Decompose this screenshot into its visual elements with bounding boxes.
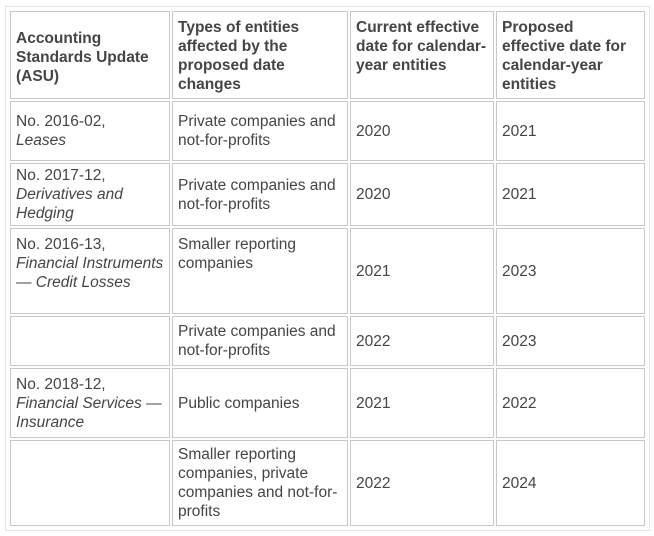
asu-name: Financial Services — Insurance: [16, 394, 162, 431]
table-row: Private companies and not-for-profits 202…: [10, 316, 645, 366]
header-current-date: Current effective date for calendar-year…: [350, 11, 494, 99]
cell-asu: No. 2016-13, Financial Instruments — Cred…: [10, 228, 170, 314]
header-row: Accounting Standards Update (ASU) Types …: [10, 11, 645, 99]
header-asu: Accounting Standards Update (ASU): [10, 11, 170, 99]
cell-entities: Private companies and not-for-profits: [172, 316, 348, 366]
cell-asu: [10, 440, 170, 526]
cell-entities: Smaller reporting companies: [172, 228, 348, 314]
asu-number: No. 2016-13,: [16, 236, 106, 253]
asu-table-container: Accounting Standards Update (ASU) Types …: [5, 6, 650, 531]
cell-proposed-date: 2021: [496, 101, 645, 161]
table-row: No. 2017-12, Derivatives and Hedging Priva…: [10, 163, 645, 226]
table-row: No. 2016-02, Leases Private companies and …: [10, 101, 645, 161]
asu-name: Financial Instruments — Credit Losses: [16, 255, 164, 291]
table-row: No. 2016-13, Financial Instruments — Cred…: [10, 228, 645, 314]
cell-entities: Public companies: [172, 368, 348, 438]
cell-proposed-date: 2023: [496, 316, 645, 366]
cell-asu: No. 2017-12, Derivatives and Hedging: [10, 163, 170, 226]
cell-entities: Private companies and not-for-profits: [172, 101, 348, 161]
header-proposed-date: Proposed effective date for calendar-yea…: [496, 11, 645, 99]
cell-current-date: 2021: [350, 228, 494, 314]
asu-effective-dates-table: Accounting Standards Update (ASU) Types …: [8, 9, 647, 528]
cell-asu: No. 2018-12, Financial Services — Insuran…: [10, 368, 170, 438]
header-entities: Types of entities affected by the propos…: [172, 11, 348, 99]
asu-name: Derivatives and Hedging: [16, 186, 123, 222]
cell-entities: Smaller reporting companies, private com…: [172, 440, 348, 526]
asu-number: No. 2017-12,: [16, 167, 106, 184]
cell-proposed-date: 2021: [496, 163, 645, 226]
table-row: No. 2018-12, Financial Services — Insuran…: [10, 368, 645, 438]
asu-number: No. 2016-02,: [16, 113, 106, 130]
cell-current-date: 2020: [350, 163, 494, 226]
cell-current-date: 2021: [350, 368, 494, 438]
table-row: Smaller reporting companies, private com…: [10, 440, 645, 526]
cell-current-date: 2022: [350, 316, 494, 366]
asu-number: No. 2018-12,: [16, 375, 106, 393]
cell-proposed-date: 2022: [496, 368, 645, 438]
cell-current-date: 2020: [350, 101, 494, 161]
cell-proposed-date: 2023: [496, 228, 645, 314]
cell-entities: Private companies and not-for-profits: [172, 163, 348, 226]
cell-current-date: 2022: [350, 440, 494, 526]
cell-proposed-date: 2024: [496, 440, 645, 526]
cell-asu: [10, 316, 170, 366]
asu-name: Leases: [16, 132, 66, 149]
cell-asu: No. 2016-02, Leases: [10, 101, 170, 161]
